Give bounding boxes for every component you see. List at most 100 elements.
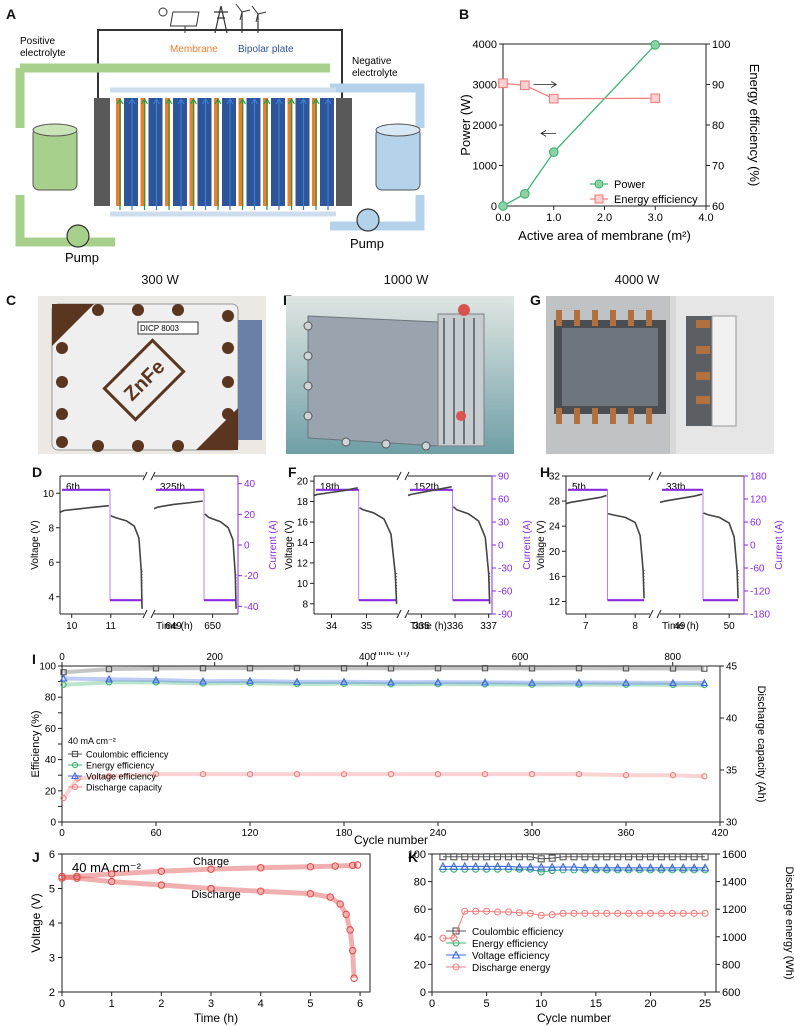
panel-letter-j: J [32,849,40,865]
data-point [472,853,480,861]
data-point [679,909,687,917]
data-point [575,771,583,778]
x-axis-label: Cycle number [537,1011,611,1025]
data-point [701,665,708,672]
negative-tank [375,123,421,191]
data-point [519,189,530,199]
legend-label: Energy efficiency [614,194,698,206]
data-point [678,863,688,872]
y2-tick-label: 80 [712,120,724,132]
data-point [151,675,161,684]
flow-arrow-positive [189,97,198,210]
data-point [461,907,469,915]
x-tick-label: 6 [357,998,363,1010]
cycle-label: 6th [66,482,80,493]
power-tower-icon [214,5,228,34]
data-point [624,863,634,872]
flow-arrow-negative [299,97,308,210]
data-point [514,862,524,871]
data-point [340,771,348,778]
data-point [483,853,491,861]
legend-marker [594,194,604,204]
y2-tick-label: 100 [712,39,730,51]
x-tick-label: 7 [583,621,589,632]
x-tick-label: 15 [590,998,602,1010]
y2-tick-label: 0 [750,541,756,552]
y2-tick-label: 1600 [722,849,746,861]
y-tick-label: 0 [491,201,497,213]
y-tick-label: 40 [45,755,57,766]
series-band [63,676,705,686]
y2-tick-label: 0 [498,541,504,552]
data-point [480,678,490,686]
data-point [700,678,709,687]
data-point [667,863,677,872]
data-point [701,853,709,861]
data-point [107,877,116,886]
x2-tick-label: 0 [59,652,65,663]
y-tick-label: 80 [45,693,57,704]
flow-arrow-positive [312,97,320,210]
data-point [306,863,315,871]
y-tick-label: 6 [49,849,55,861]
data-point [157,867,166,875]
x-tick-label: 25 [699,998,711,1010]
x-tick-label: 180 [336,828,353,839]
y2-tick-label: 20 [244,510,256,521]
data-point [471,861,481,870]
voltage-charge-curve [407,485,452,497]
axis-arrow-right [533,81,558,88]
series-line [502,82,656,100]
data-point [498,78,508,89]
flow-arrow-positive [165,97,173,210]
data-point [339,677,349,685]
flow-arrow-positive [116,97,124,210]
data-point [152,665,160,672]
y-tick-label: 3 [49,953,55,965]
x-tick-label: 650 [204,621,221,632]
data-point [331,862,339,870]
series-band [61,772,705,800]
y-tick-label: 4000 [473,39,497,51]
x2-tick-label: 200 [206,652,223,663]
y2-tick-label: 0 [244,541,250,552]
x-tick-label: 2 [158,998,164,1010]
x-tick-label: 1.0 [546,212,561,224]
x-tick-label: 336 [447,621,464,632]
x-tick-label: 0 [429,998,435,1010]
flow-arrow-negative [152,97,161,210]
data-point [504,861,513,870]
x-tick-label: 649 [165,621,182,632]
y-tick-label: 20 [45,786,57,797]
legend-marker [452,963,460,971]
data-point [650,93,661,104]
panel-letter-b: B [459,6,470,22]
data-point [472,907,480,915]
voltage-discharge-curve [607,512,645,599]
data-point [548,911,556,919]
photo-1000w-stack [286,296,514,454]
solar-panel-icon [158,7,200,33]
data-point [450,934,458,942]
data-point [622,772,630,779]
data-point [439,853,447,861]
data-point [105,665,113,673]
y2-tick-label: 30 [498,518,510,529]
data-point [293,664,301,672]
y-tick-label: 28 [549,497,561,508]
data-point [387,665,395,672]
data-point [525,862,535,871]
y2-tick-label: 1200 [722,904,746,916]
data-point [515,909,523,917]
data-point [622,665,630,672]
data-point [336,900,344,908]
voltage-discharge-curve [204,513,237,609]
data-point [558,862,568,871]
x2-axis-label: Time (h) [373,652,410,658]
data-point [433,677,443,686]
bipolar-plate-strip [320,98,334,206]
pump-left-label: Pump [65,250,99,265]
y-tick-label: 3000 [473,80,497,92]
data-point [603,909,611,917]
legend-marker [71,750,79,758]
